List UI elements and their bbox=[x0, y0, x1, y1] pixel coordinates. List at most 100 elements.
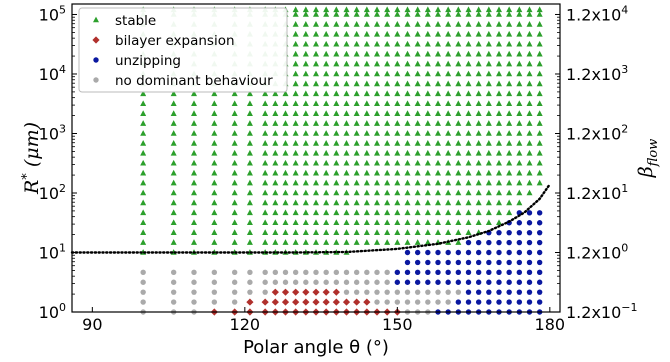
stable-point bbox=[343, 239, 350, 245]
stable-point bbox=[353, 90, 360, 97]
stable-point bbox=[435, 209, 441, 216]
stable-point bbox=[333, 100, 340, 107]
no-dominant-point bbox=[404, 299, 411, 305]
stable-point bbox=[455, 70, 462, 77]
stable-point bbox=[424, 70, 431, 77]
stable-point bbox=[516, 50, 523, 57]
stable-point bbox=[414, 159, 421, 166]
stable-point bbox=[485, 90, 492, 97]
stable-point bbox=[414, 11, 421, 17]
stable-point bbox=[424, 6, 431, 13]
no-dominant-point bbox=[292, 279, 299, 285]
unzipping-point bbox=[506, 269, 512, 276]
no-dominant-point bbox=[364, 289, 370, 295]
unzipping-point bbox=[404, 259, 411, 266]
stable-point bbox=[536, 80, 543, 87]
stable-point bbox=[465, 209, 472, 216]
stable-point bbox=[506, 20, 513, 27]
stable-point bbox=[424, 60, 431, 67]
unzipping-point bbox=[414, 279, 421, 285]
no-dominant-point bbox=[353, 269, 360, 276]
stable-point bbox=[536, 6, 543, 13]
stable-point bbox=[170, 159, 177, 166]
stable-point bbox=[374, 90, 380, 97]
stable-point bbox=[496, 60, 502, 67]
stable-point bbox=[140, 140, 147, 146]
stable-point bbox=[424, 120, 431, 126]
stable-point bbox=[333, 179, 340, 186]
stable-point bbox=[191, 120, 197, 126]
stable-point bbox=[211, 239, 218, 245]
bilayer-point bbox=[302, 288, 310, 296]
stable-point bbox=[246, 169, 253, 176]
stable-point bbox=[140, 130, 147, 136]
unzipping-point bbox=[496, 239, 502, 246]
stable-point bbox=[211, 199, 218, 206]
unzipping-point bbox=[486, 249, 492, 256]
legend-label-unzipping: unzipping bbox=[115, 53, 181, 69]
unzipping-point bbox=[475, 239, 482, 246]
stable-point bbox=[282, 110, 289, 116]
stable-point bbox=[424, 40, 431, 47]
legend-marker-unzipping bbox=[93, 57, 99, 63]
stable-point bbox=[475, 219, 482, 226]
stable-point bbox=[475, 179, 482, 186]
stable-point bbox=[404, 50, 411, 57]
stable-point bbox=[404, 120, 411, 126]
stable-point bbox=[323, 80, 330, 87]
stable-point bbox=[394, 11, 401, 17]
unzipping-point bbox=[496, 249, 502, 256]
stable-point bbox=[414, 229, 421, 235]
stable-point bbox=[424, 20, 431, 27]
no-dominant-point bbox=[323, 269, 329, 276]
stable-point bbox=[475, 30, 482, 37]
no-dominant-point bbox=[282, 279, 289, 285]
stable-point bbox=[424, 179, 431, 186]
unzipping-point bbox=[516, 259, 523, 266]
y-right-tick-label: 1.2x104 bbox=[566, 3, 628, 24]
stable-point bbox=[516, 120, 523, 126]
stable-point bbox=[384, 149, 391, 156]
bilayer-point bbox=[281, 288, 290, 296]
stable-point bbox=[374, 30, 380, 37]
stable-point bbox=[323, 189, 330, 196]
stable-point bbox=[455, 50, 462, 57]
stable-point bbox=[374, 209, 380, 216]
stable-point bbox=[191, 130, 197, 136]
no-dominant-point bbox=[374, 269, 380, 276]
stable-point bbox=[455, 179, 462, 186]
stable-point bbox=[246, 120, 253, 126]
unzipping-point bbox=[435, 269, 441, 276]
stable-point bbox=[414, 20, 421, 27]
stable-point bbox=[211, 189, 218, 196]
stable-point bbox=[333, 239, 340, 245]
no-dominant-point bbox=[211, 289, 218, 295]
stable-point bbox=[191, 229, 197, 235]
stable-point bbox=[363, 100, 370, 107]
stable-point bbox=[384, 199, 391, 206]
unzipping-point bbox=[455, 299, 462, 305]
bilayer-point bbox=[322, 288, 330, 296]
bilayer-point bbox=[246, 298, 254, 306]
stable-point bbox=[231, 110, 238, 116]
stable-point bbox=[272, 110, 279, 116]
stable-point bbox=[246, 229, 253, 235]
unzipping-point bbox=[506, 259, 512, 266]
stable-point bbox=[516, 30, 523, 37]
stable-point bbox=[170, 229, 177, 235]
stable-point bbox=[445, 6, 452, 13]
no-dominant-point bbox=[170, 279, 177, 285]
no-dominant-point bbox=[262, 289, 268, 295]
stable-point bbox=[282, 189, 289, 196]
stable-point bbox=[475, 110, 482, 116]
stable-point bbox=[333, 70, 340, 77]
stable-point bbox=[536, 140, 543, 146]
stable-point bbox=[272, 90, 279, 97]
stable-point bbox=[404, 40, 411, 47]
stable-point bbox=[363, 40, 370, 47]
stable-point bbox=[485, 50, 492, 57]
no-dominant-point bbox=[364, 269, 370, 276]
stable-point bbox=[323, 20, 330, 27]
stable-point bbox=[374, 149, 380, 156]
stable-point bbox=[424, 189, 431, 196]
